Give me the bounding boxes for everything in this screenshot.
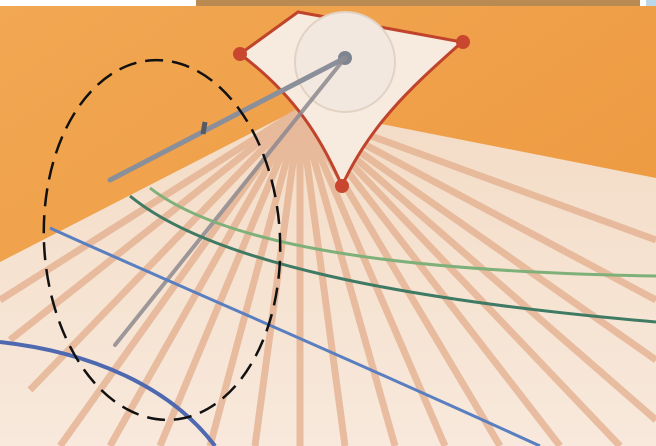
dark-green-date-line [129,194,656,324]
corner-strip [646,0,656,6]
gnomon-rod-clip [200,121,208,135]
plate-corner-dot-bottom [335,179,349,193]
gnomon-rod [107,55,348,183]
green-date-line [149,186,656,278]
highlight-ellipse [42,58,282,422]
blue-date-line [49,226,541,446]
plate-corner-dot-left [233,47,247,61]
plate-corner-dot-right [456,35,470,49]
blue-equinox-line [0,340,217,446]
gnomon-support-rod [113,56,347,347]
top-strip [196,0,640,6]
